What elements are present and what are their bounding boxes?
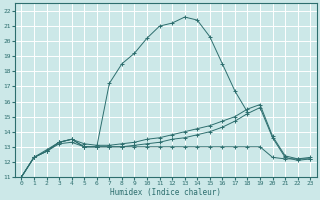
X-axis label: Humidex (Indice chaleur): Humidex (Indice chaleur) bbox=[110, 188, 221, 197]
